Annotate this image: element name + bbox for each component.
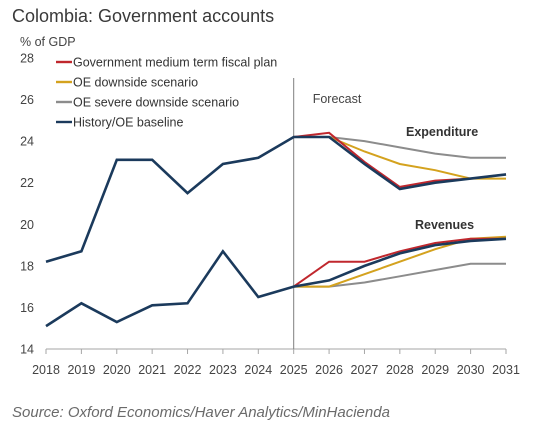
- x-tick-label: 2030: [457, 363, 485, 377]
- y-tick-label: 28: [20, 52, 34, 66]
- series-line-severe-revenues: [293, 262, 506, 288]
- legend-label-downside: OE downside scenario: [73, 76, 198, 90]
- x-tick-label: 2019: [67, 363, 95, 377]
- y-tick-label: 16: [20, 301, 34, 315]
- x-tick-label: 2031: [492, 363, 520, 377]
- x-tick-label: 2021: [138, 363, 166, 377]
- legend-label-severe: OE severe downside scenario: [73, 96, 239, 110]
- y-tick-label: 20: [20, 218, 34, 232]
- chart-title: Colombia: Government accounts: [12, 6, 275, 26]
- x-tick-label: 2029: [421, 363, 449, 377]
- series-line-gov-plan-revenues: [293, 237, 506, 288]
- series-line-baseline-expenditure: [45, 135, 507, 263]
- forecast-label: Forecast: [313, 92, 362, 106]
- x-tick-label: 2026: [315, 363, 343, 377]
- x-tick-label: 2020: [103, 363, 131, 377]
- x-tick-label: 2024: [244, 363, 272, 377]
- revenues-label: Revenues: [415, 218, 474, 232]
- y-tick-label: 24: [20, 135, 34, 149]
- x-tick-label: 2023: [209, 363, 237, 377]
- series-line-downside-revenues: [293, 235, 507, 288]
- x-tick-label: 2028: [386, 363, 414, 377]
- y-tick-label: 26: [20, 93, 34, 107]
- x-tick-label: 2025: [280, 363, 308, 377]
- y-axis-label: % of GDP: [20, 35, 76, 49]
- x-tick-label: 2018: [32, 363, 60, 377]
- expenditure-label: Expenditure: [406, 125, 478, 139]
- x-tick-label: 2027: [351, 363, 379, 377]
- y-tick-label: 14: [20, 343, 34, 357]
- legend-label-gov-plan: Government medium term fiscal plan: [73, 56, 277, 70]
- y-tick-label: 18: [20, 259, 34, 273]
- y-tick-label: 22: [20, 176, 34, 190]
- series-line-baseline-revenues: [45, 237, 507, 328]
- x-tick-label: 2022: [174, 363, 202, 377]
- legend-label-baseline: History/OE baseline: [73, 116, 184, 130]
- series-line-severe-expenditure: [293, 136, 506, 159]
- source-note: Source: Oxford Economics/Haver Analytics…: [12, 404, 390, 421]
